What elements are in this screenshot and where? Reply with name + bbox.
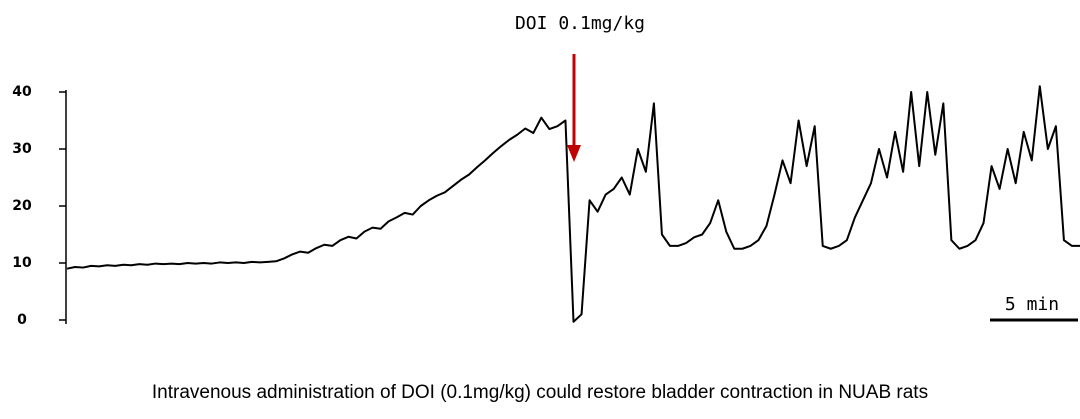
y-tick-label: 0 — [17, 312, 27, 328]
annotation: DOI 0.1mg/kg — [515, 13, 645, 34]
arrow-head — [567, 145, 581, 162]
caption: Intravenous administration of DOI (0.1mg… — [152, 382, 928, 403]
y-tick-label: 40 — [12, 84, 32, 100]
trace — [66, 85, 1080, 323]
y-tick-label: 20 — [12, 198, 32, 214]
scale-bar-label: 5 min — [1005, 294, 1059, 315]
y-tick-label: 10 — [12, 255, 32, 271]
y-tick-label: 30 — [12, 141, 32, 157]
